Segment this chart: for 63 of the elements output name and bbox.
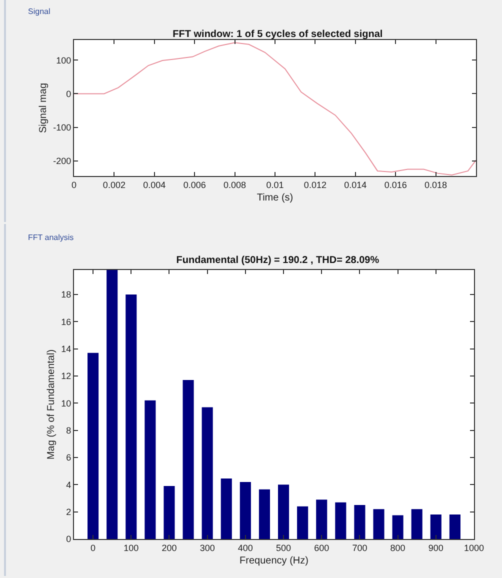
y-tick-label: 16 <box>61 316 72 327</box>
x-tick-label: 400 <box>238 542 253 553</box>
x-tick-label: 0.012 <box>304 180 326 190</box>
y-tick-label: 10 <box>61 398 72 408</box>
bar <box>354 505 366 539</box>
bar <box>182 380 194 539</box>
text: FFT analysis <box>28 233 74 242</box>
bar <box>278 484 290 539</box>
bar <box>126 294 137 539</box>
x-tick-label: 0.002 <box>102 180 126 190</box>
bar <box>220 478 232 539</box>
x-axis-title: Frequency (Hz) <box>240 555 308 566</box>
bar <box>106 270 118 539</box>
bar <box>449 514 460 539</box>
bar <box>202 407 213 539</box>
x-tick-label: 500 <box>276 542 292 553</box>
bar <box>411 509 422 539</box>
x-axis-title: Time (s) <box>256 192 294 204</box>
x-tick-label: 100 <box>124 542 139 553</box>
y-tick-label: 4 <box>66 480 72 490</box>
x-tick-label: 0.016 <box>384 180 407 190</box>
x-tick-label: 800 <box>390 542 406 553</box>
bar <box>258 489 270 539</box>
x-tick-label: 200 <box>162 542 177 553</box>
y-tick-label: -200 <box>53 156 72 166</box>
x-tick-label: 0.018 <box>424 180 448 190</box>
x-tick-label: 900 <box>428 542 444 553</box>
line-series <box>74 42 476 176</box>
bar <box>373 509 384 539</box>
bar <box>88 352 99 539</box>
bar <box>316 500 328 539</box>
x-tick-label: 600 <box>314 542 330 553</box>
bar <box>335 502 346 539</box>
bar <box>164 486 175 539</box>
bar <box>240 482 251 539</box>
y-tick-label: 2 <box>66 506 72 517</box>
x-tick-label: 700 <box>352 542 368 553</box>
y-axis-title: Mag (% of Fundamental) <box>46 349 58 460</box>
y-tick-label: 6 <box>66 452 72 463</box>
x-tick-label: 0.008 <box>224 180 246 190</box>
y-tick-label: 12 <box>61 371 72 382</box>
y-tick-label: 0 <box>66 88 72 99</box>
x-tick-label: 0 <box>90 542 96 553</box>
y-tick-label: 18 <box>61 290 72 300</box>
chart-title: Fundamental (50Hz) = 190.2 , THD= 28.09% <box>176 255 380 266</box>
x-tick-label: 300 <box>200 542 215 553</box>
y-tick-label: 0 <box>66 534 72 544</box>
x-tick-label: 1000 <box>464 542 484 553</box>
x-tick-label: 0.004 <box>143 180 166 190</box>
bar <box>144 400 156 539</box>
y-tick-label: 8 <box>66 425 72 436</box>
y-axis-title: Signal mag <box>38 82 50 134</box>
bar <box>392 515 404 539</box>
text: Signal <box>28 7 50 16</box>
y-tick-label: 14 <box>61 344 72 354</box>
x-tick-label: 0.014 <box>344 180 367 190</box>
bar <box>430 514 442 539</box>
x-tick-label: 0.006 <box>183 180 206 190</box>
x-tick-label: 0.01 <box>266 180 284 190</box>
bar <box>297 506 308 539</box>
y-tick-label: 100 <box>56 55 72 66</box>
y-tick-label: -100 <box>53 122 72 132</box>
chart-title: FFT window: 1 of 5 cycles of selected signal <box>172 29 383 40</box>
